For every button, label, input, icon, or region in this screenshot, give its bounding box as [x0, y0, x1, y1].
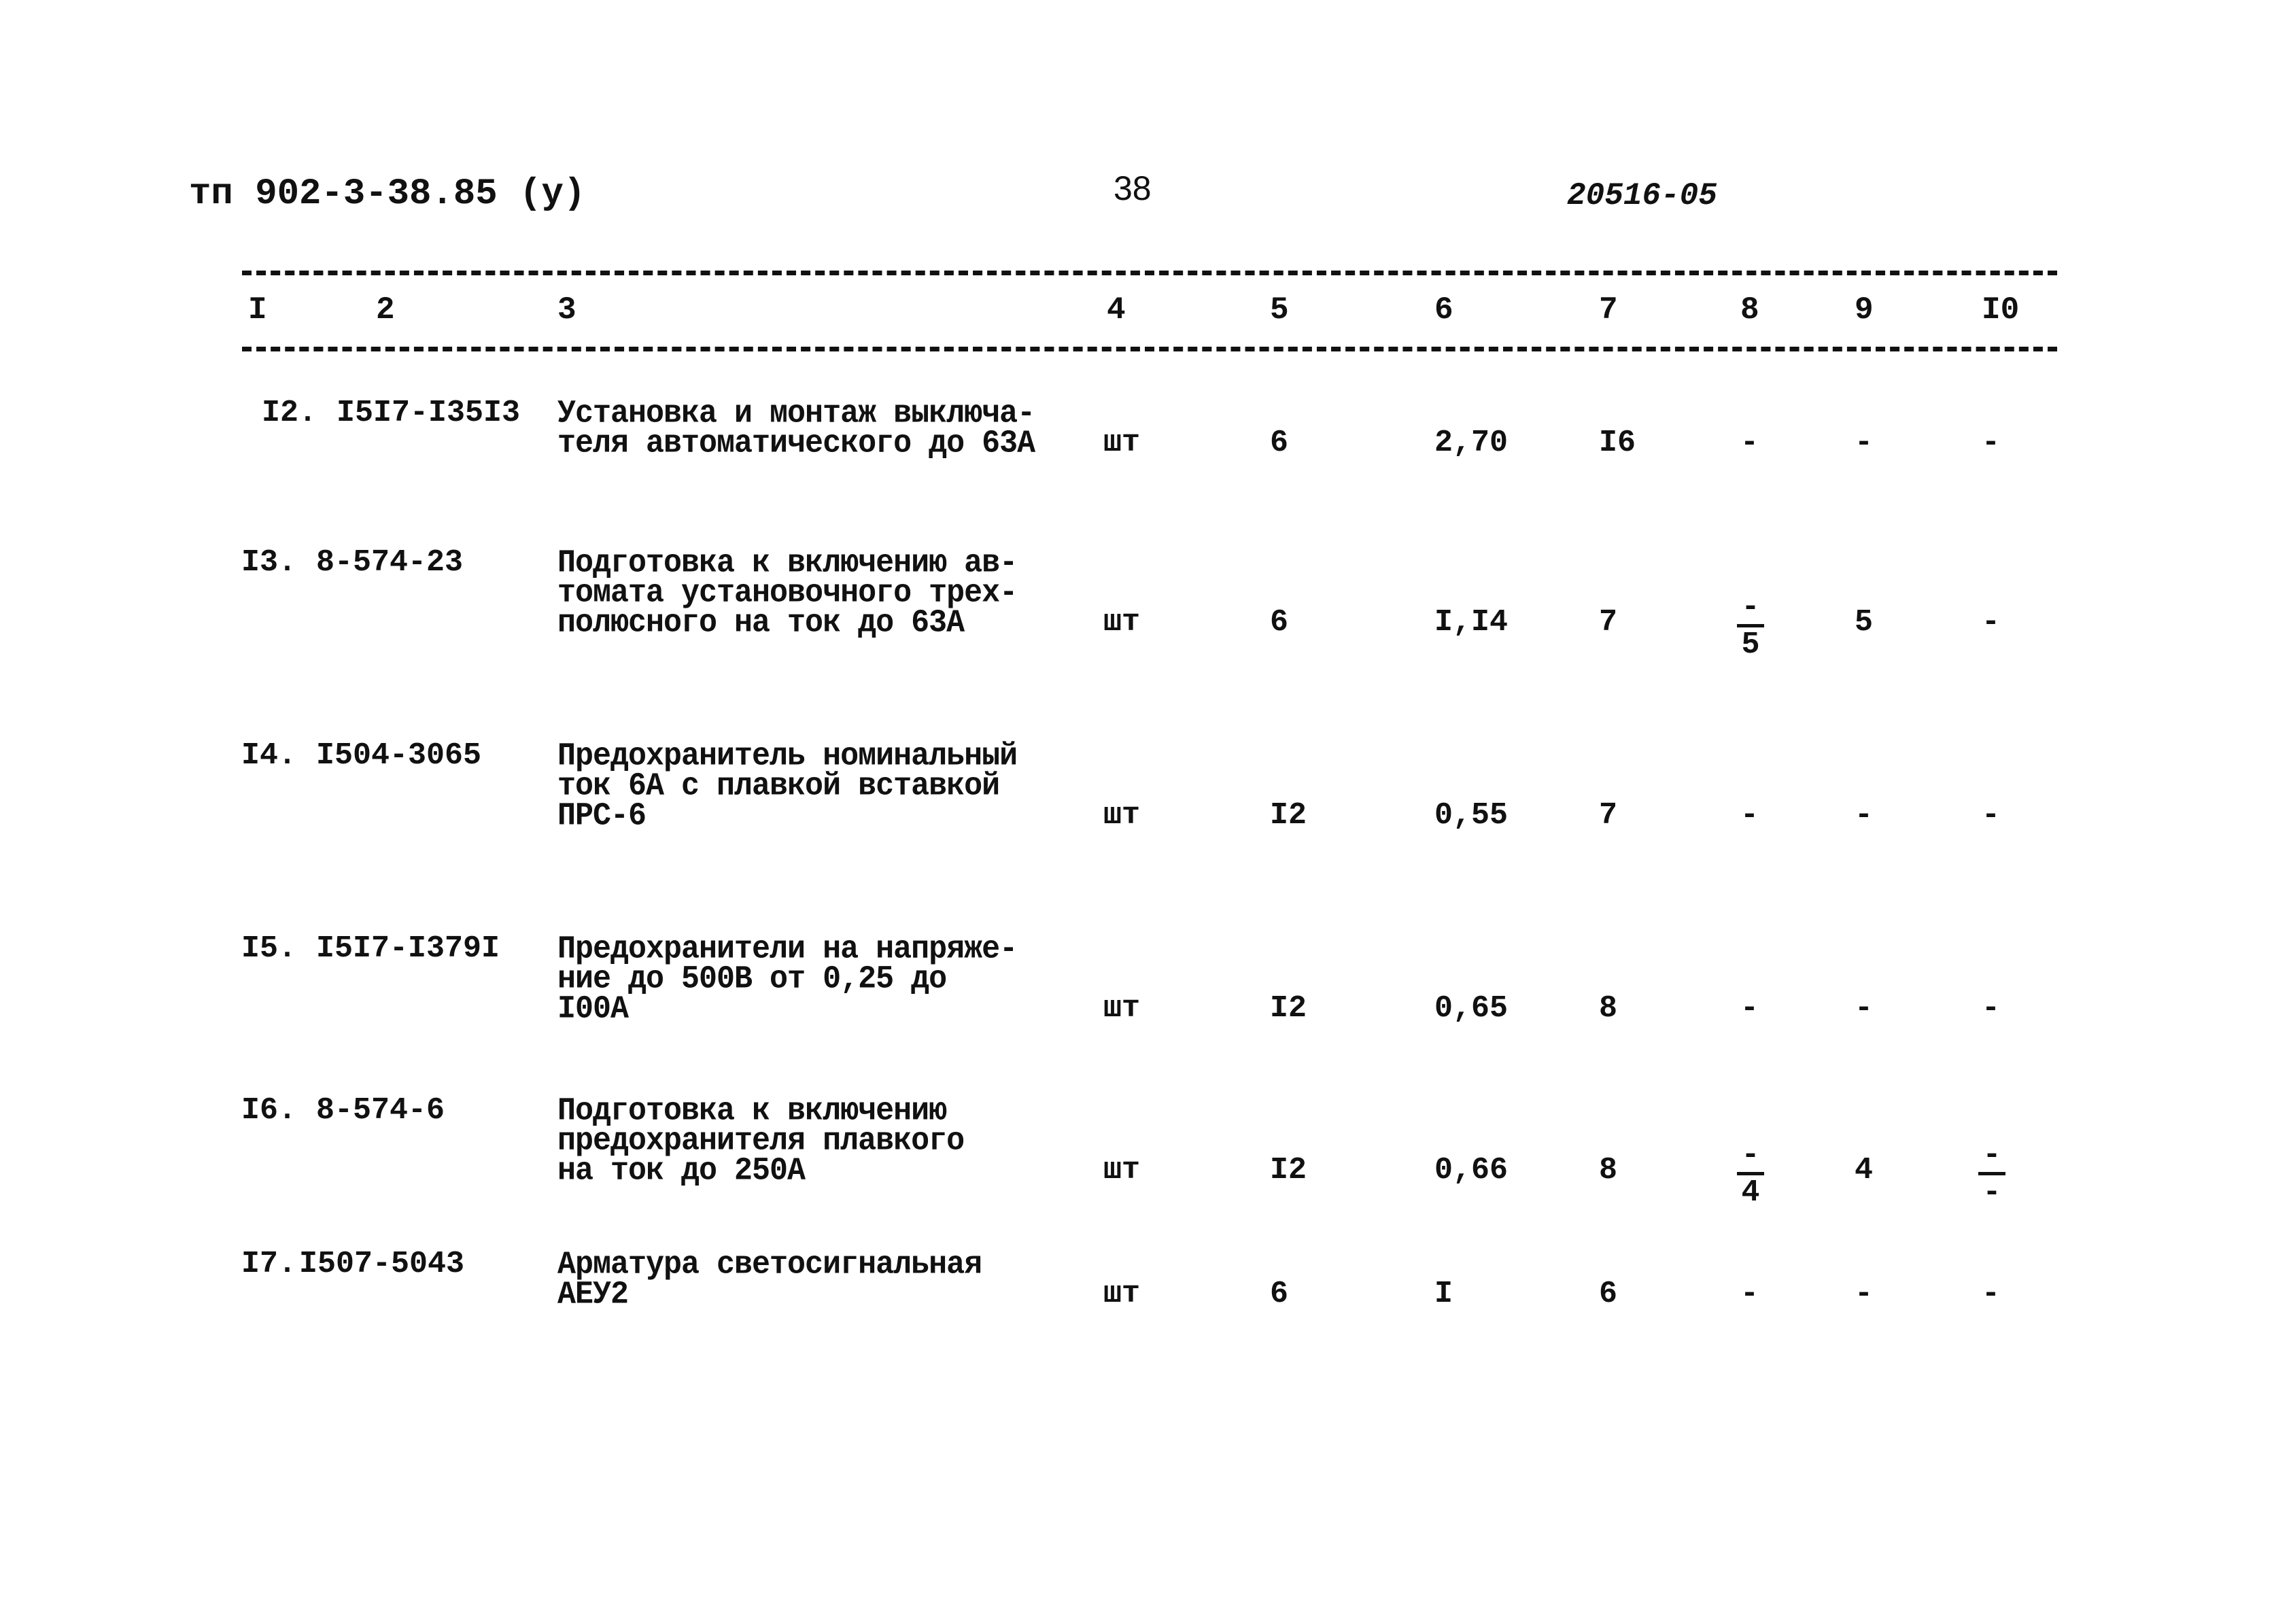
value-c9: 5: [1855, 605, 1874, 640]
value-c8: -: [1740, 991, 1759, 1026]
page-number: 38: [1114, 169, 1152, 207]
price-code: I507-5043: [299, 1247, 465, 1281]
table-header-rule: [242, 347, 2057, 351]
total-labor: 8: [1599, 1153, 1618, 1188]
row-number: I7.: [241, 1247, 297, 1281]
unit: шт: [1103, 426, 1141, 460]
description-line: на ток до 250А: [557, 1152, 806, 1190]
description-line: ПРС-6: [557, 797, 647, 835]
value-c10: -: [1982, 426, 2001, 460]
total-labor: 7: [1599, 798, 1618, 833]
column-header-9: 9: [1855, 292, 1874, 328]
fraction-numerator: -: [1982, 1138, 2001, 1173]
description-line: ток 6А с плавкой вставкой: [557, 767, 1000, 805]
unit: шт: [1103, 991, 1141, 1026]
unit-labor: 2,70: [1434, 426, 1509, 460]
total-labor: I6: [1599, 426, 1636, 460]
value-c9: 4: [1855, 1153, 1874, 1188]
column-header-8: 8: [1740, 292, 1759, 328]
quantity: I2: [1270, 798, 1307, 833]
fraction-denominator: -: [1982, 1175, 2001, 1210]
unit: шт: [1103, 1153, 1141, 1188]
fraction-numerator: -: [1741, 1138, 1760, 1173]
description-line: Предохранитель номинальный: [557, 738, 1018, 775]
column-header-1: I: [248, 292, 267, 328]
column-header-4: 4: [1107, 292, 1126, 328]
archive-number: 20516-05: [1567, 178, 1717, 213]
value-c8: -: [1740, 798, 1759, 833]
quantity: 6: [1270, 1277, 1289, 1311]
description-line: Подготовка к включению ав-: [557, 545, 1018, 582]
price-code: I5I7-I379I: [316, 931, 500, 966]
column-header-2: 2: [376, 292, 395, 328]
row-number: I4.: [241, 738, 297, 773]
column-header-10: I0: [1982, 292, 2020, 328]
value-c10: -: [1982, 991, 2001, 1026]
quantity: 6: [1270, 605, 1289, 640]
fraction-denominator: 5: [1741, 627, 1760, 662]
fraction-numerator: -: [1741, 590, 1760, 625]
fraction-bar: [1737, 624, 1764, 627]
row-number: I5.: [241, 931, 297, 966]
value-c10: -: [1982, 1277, 2001, 1311]
description-line: Предохранители на напряже-: [557, 931, 1018, 968]
unit-labor: 0,55: [1434, 798, 1509, 833]
value-c9: -: [1855, 991, 1874, 1026]
unit: шт: [1103, 798, 1141, 833]
fraction-bar: [1737, 1172, 1764, 1175]
total-labor: 6: [1599, 1277, 1618, 1311]
quantity: 6: [1270, 426, 1289, 460]
unit: шт: [1103, 1277, 1141, 1311]
description-line: предохранителя плавкого: [557, 1122, 965, 1160]
fraction-bar: [1978, 1172, 2005, 1175]
description-line: АЕУ2: [557, 1276, 629, 1313]
price-code: 8-574-6: [316, 1093, 445, 1128]
description-line: I00А: [557, 990, 629, 1028]
price-code: 8-574-23: [316, 545, 464, 580]
row-number: I3.: [241, 545, 297, 580]
unit-labor: I,I4: [1434, 605, 1509, 640]
description-line: томата установочного трех-: [557, 574, 1018, 612]
description-line: Арматура светосигнальная: [557, 1246, 982, 1283]
quantity: I2: [1270, 991, 1307, 1026]
fraction-c8: -5: [1730, 590, 1771, 662]
column-header-3: 3: [557, 292, 576, 328]
row-number: I2.: [262, 396, 317, 430]
unit-labor: 0,65: [1434, 991, 1509, 1026]
unit: шт: [1103, 605, 1141, 640]
value-c8: -: [1740, 1277, 1759, 1311]
value-c9: -: [1855, 1277, 1874, 1311]
fraction-c8: -4: [1730, 1138, 1771, 1210]
description-line: теля автоматического до 63А: [557, 425, 1035, 462]
column-header-5: 5: [1270, 292, 1289, 328]
fraction-c10: --: [1971, 1138, 2012, 1210]
description-line: Установка и монтаж выключа-: [557, 395, 1035, 432]
value-c9: -: [1855, 426, 1874, 460]
description-line: полюсного на ток до 63А: [557, 604, 965, 642]
column-header-7: 7: [1599, 292, 1618, 328]
row-number: I6.: [241, 1093, 297, 1128]
price-code: I504-3065: [316, 738, 482, 773]
fraction-denominator: 4: [1741, 1175, 1760, 1210]
value-c8: -: [1740, 426, 1759, 460]
quantity: I2: [1270, 1153, 1307, 1188]
value-c10: -: [1982, 605, 2001, 640]
unit-labor: I: [1434, 1277, 1453, 1311]
total-labor: 7: [1599, 605, 1618, 640]
total-labor: 8: [1599, 991, 1618, 1026]
value-c9: -: [1855, 798, 1874, 833]
document-code: тп 902-3-38.85 (у): [189, 173, 586, 215]
description-line: ние до 500В от 0,25 до: [557, 961, 947, 998]
unit-labor: 0,66: [1434, 1153, 1509, 1188]
column-header-6: 6: [1434, 292, 1453, 328]
description-line: Подготовка к включению: [557, 1092, 947, 1130]
table-top-rule: [242, 271, 2057, 275]
value-c10: -: [1982, 798, 2001, 833]
price-code: I5I7-I35I3: [337, 396, 521, 430]
